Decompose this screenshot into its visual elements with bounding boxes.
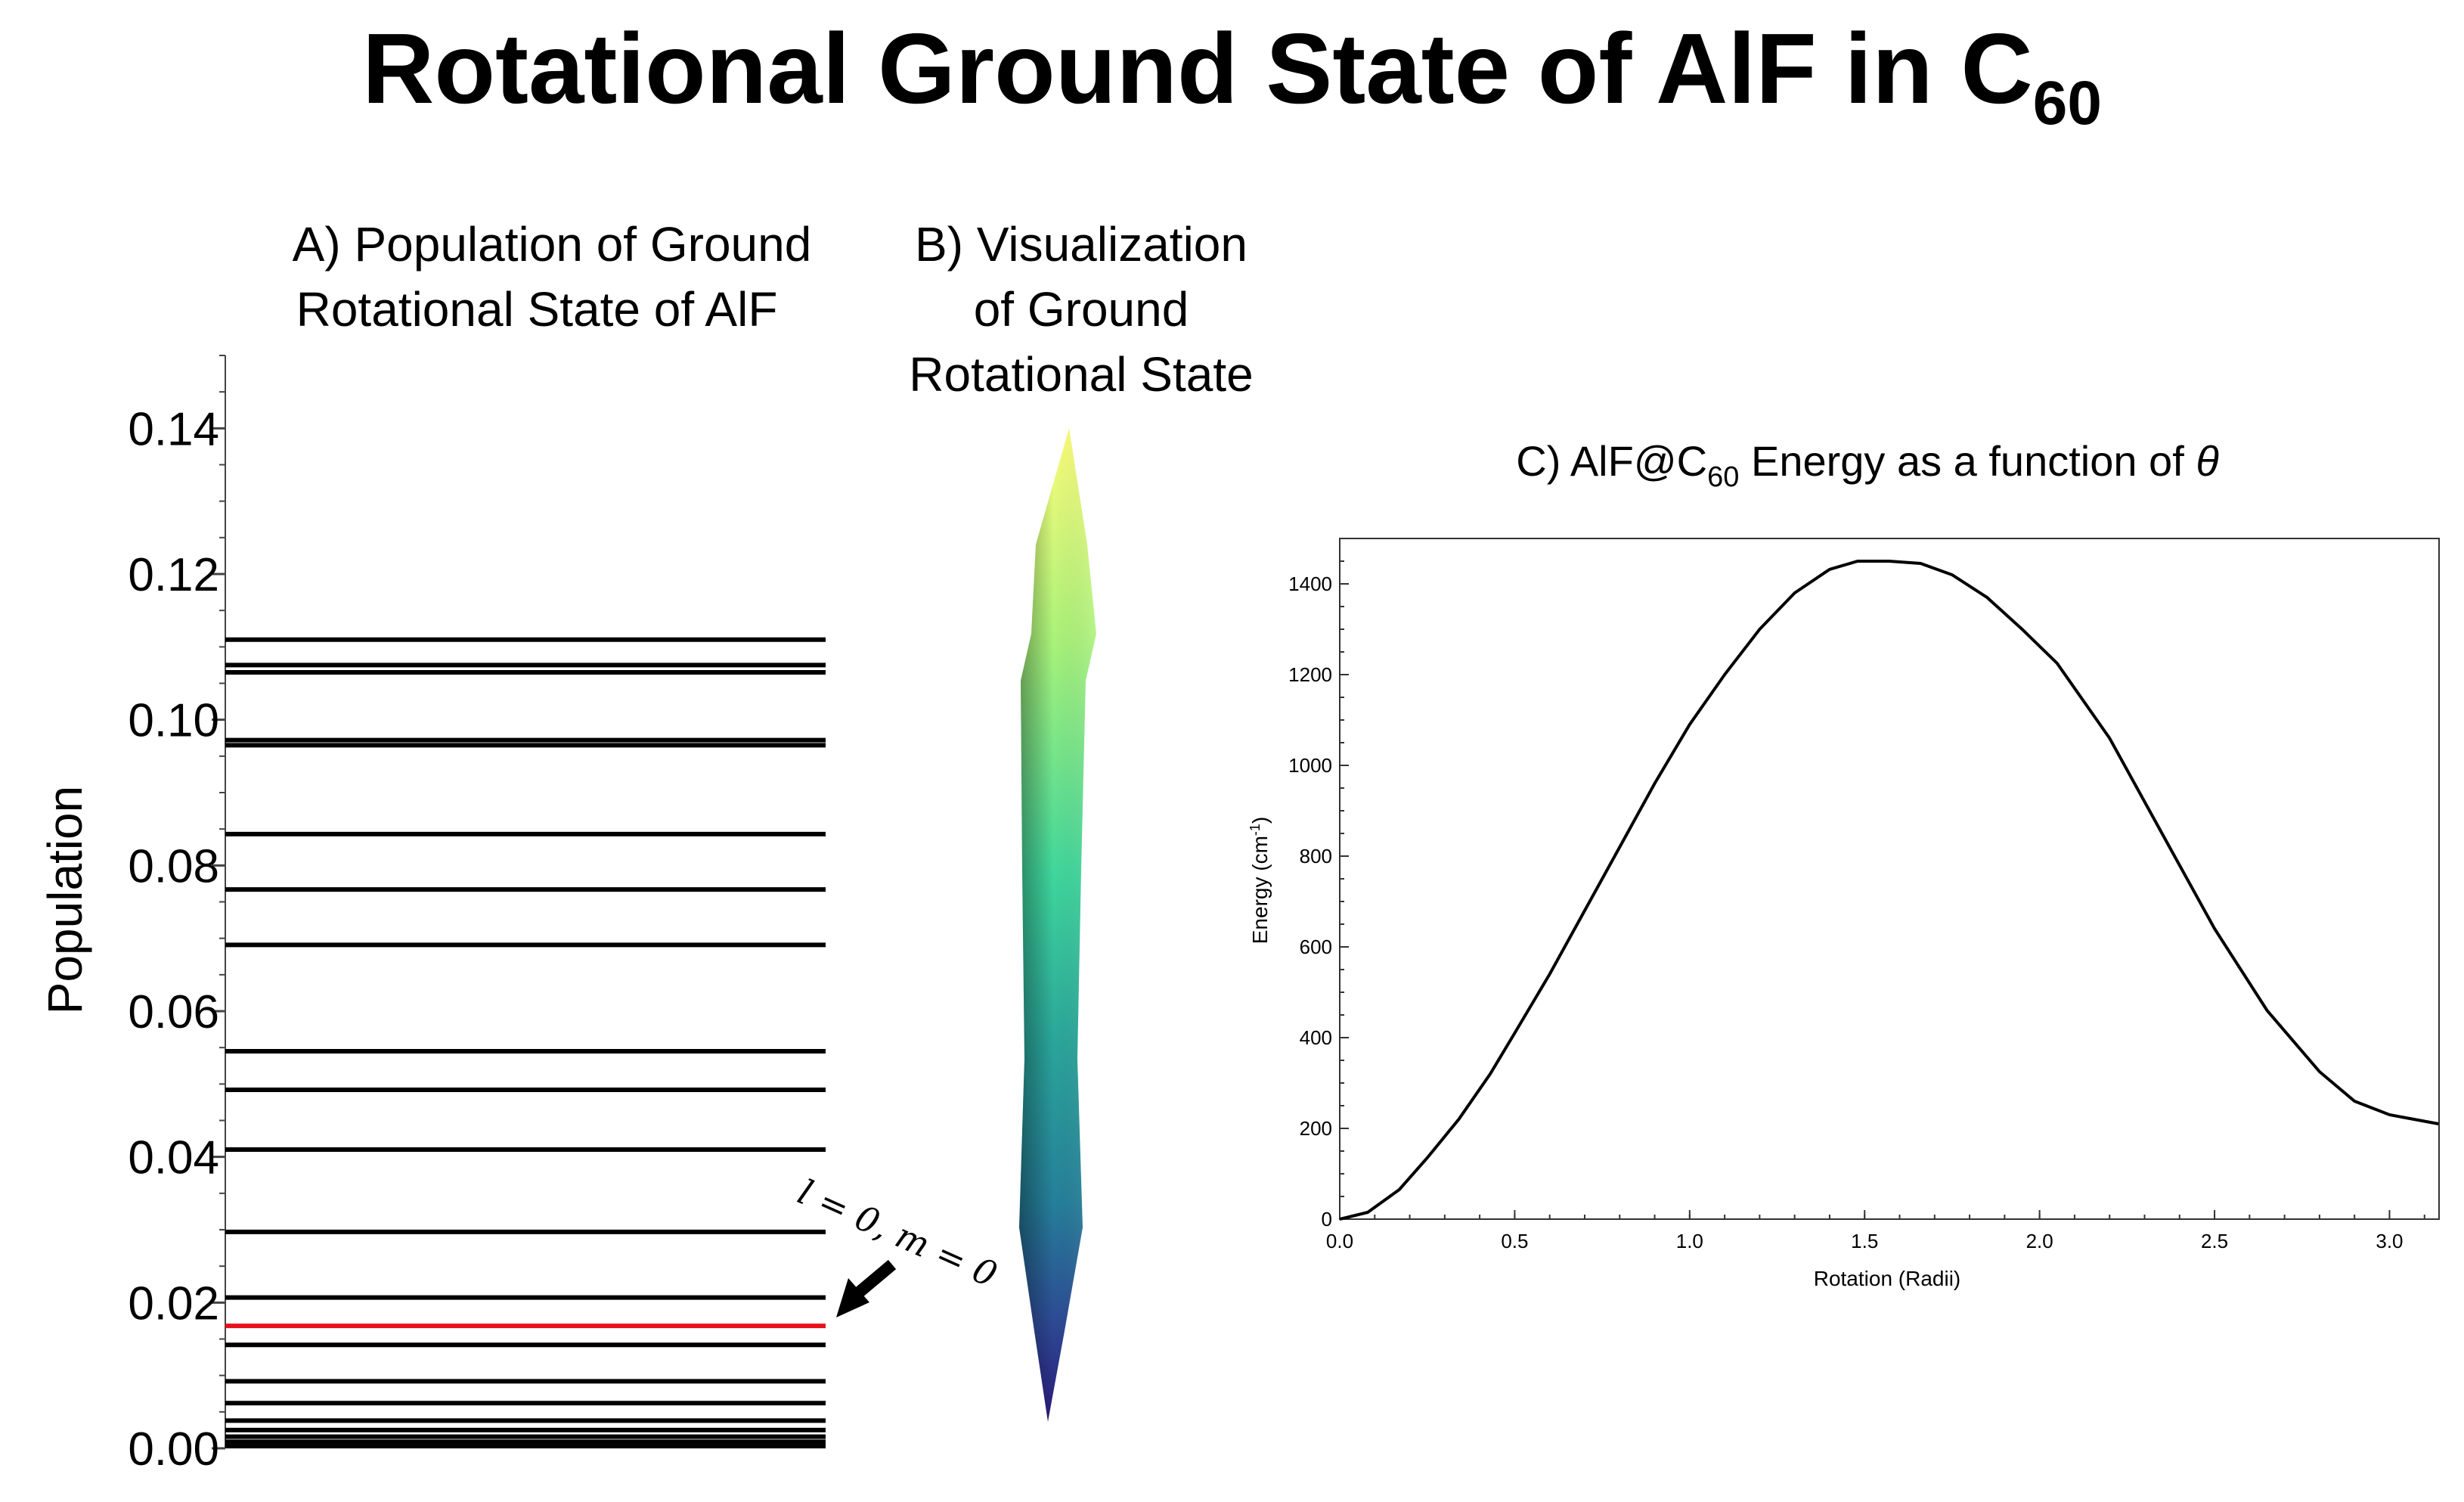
panel-a-tick-label: 0.10 [128, 695, 219, 747]
figure-title-subscript: 60 [2032, 69, 2102, 138]
panel-c-title-pre: C) AlF@C [1516, 437, 1708, 485]
panel-c-y-tick-label: 600 [1300, 936, 1332, 958]
panel-a-y-axis-label: Population [38, 786, 92, 1014]
panel-a-tick-label: 0.08 [128, 840, 219, 892]
annotation-arrow [836, 1259, 897, 1317]
panel-a-title: A) Population of Ground Rotational State… [219, 212, 854, 342]
panel-c-title-subscript: 60 [1707, 461, 1740, 493]
panel-b-title-line2: of Ground [973, 282, 1189, 337]
panel-c-ticks: 0.0 0.5 1.0 1.5 2.0 2.5 3.0 0 200 400 600 800 1000 12… [1288, 538, 2425, 1252]
panel-a-tick-label: 0.12 [128, 549, 219, 601]
panel-a-title-line2: Rotational State of AlF [296, 282, 778, 337]
panel-c-title-theta: θ [2196, 437, 2219, 485]
panel-c-title-post: Energy as a function of [1739, 437, 2196, 485]
panel-c-y-axis-label: Energy (cm-1) [1247, 817, 1272, 945]
panel-a-chart: 0.00 0.02 0.04 0.06 0.08 0.10 0.12 0.14 Populat… [38, 355, 826, 1476]
panel-b-title: B) Visualization of Ground Rotational St… [869, 212, 1293, 407]
panel-c-y-tick-label: 200 [1300, 1117, 1332, 1140]
panel-c-x-tick-label: 1.0 [1676, 1230, 1703, 1252]
panel-c-y-tick-label: 0 [1322, 1208, 1332, 1230]
panel-c-x-tick-label: 1.5 [1851, 1230, 1878, 1252]
panel-c-x-tick-label: 0.0 [1326, 1230, 1353, 1252]
panel-b-title-line1: B) Visualization [915, 217, 1247, 272]
panel-a-title-line1: A) Population of Ground [292, 217, 812, 272]
panel-c-chart: 0.0 0.5 1.0 1.5 2.0 2.5 3.0 0 200 400 600 800 1000 12… [1247, 538, 2440, 1290]
panel-c-y-tick-label: 400 [1300, 1026, 1332, 1049]
panel-a-tick-label: 0.02 [128, 1277, 219, 1330]
panel-c-y-tick-label: 800 [1300, 845, 1332, 867]
panel-c-y-tick-label: 1400 [1288, 573, 1332, 595]
panel-c-x-tick-label: 2.5 [2201, 1230, 2228, 1252]
panel-a-tick-label: 0.00 [128, 1423, 219, 1476]
panel-c-x-tick-label: 2.0 [2026, 1230, 2053, 1252]
panel-a-tick-label: 0.04 [128, 1132, 219, 1184]
panel-c-title: C) AlF@C60 Energy as a function of θ [1361, 435, 2374, 504]
panel-c-plot-frame [1339, 538, 2440, 1220]
panel-c-x-tick-label: 0.5 [1501, 1230, 1528, 1252]
panel-c-x-axis-label: Rotation (Radii) [1814, 1267, 1961, 1290]
panel-c-y-tick-label: 1200 [1288, 663, 1332, 686]
figure-title: Rotational Ground State of AlF in C60 [0, 14, 2464, 138]
panel-c-y-tick-label: 1000 [1288, 754, 1332, 777]
panel-a-ticks: 0.00 0.02 0.04 0.06 0.08 0.10 0.12 0.14 [128, 355, 225, 1476]
panel-b-visualization [1019, 428, 1096, 1422]
panel-a-tick-label: 0.06 [128, 986, 219, 1038]
panel-a-tick-label: 0.14 [128, 403, 219, 455]
energy-curve [1339, 560, 2439, 1221]
figure-title-text: Rotational Ground State of AlF in C [362, 13, 2033, 124]
panel-a-levels [225, 637, 826, 1449]
panel-c-x-tick-label: 3.0 [2376, 1230, 2403, 1252]
panel-b-title-line3: Rotational State [909, 347, 1254, 402]
